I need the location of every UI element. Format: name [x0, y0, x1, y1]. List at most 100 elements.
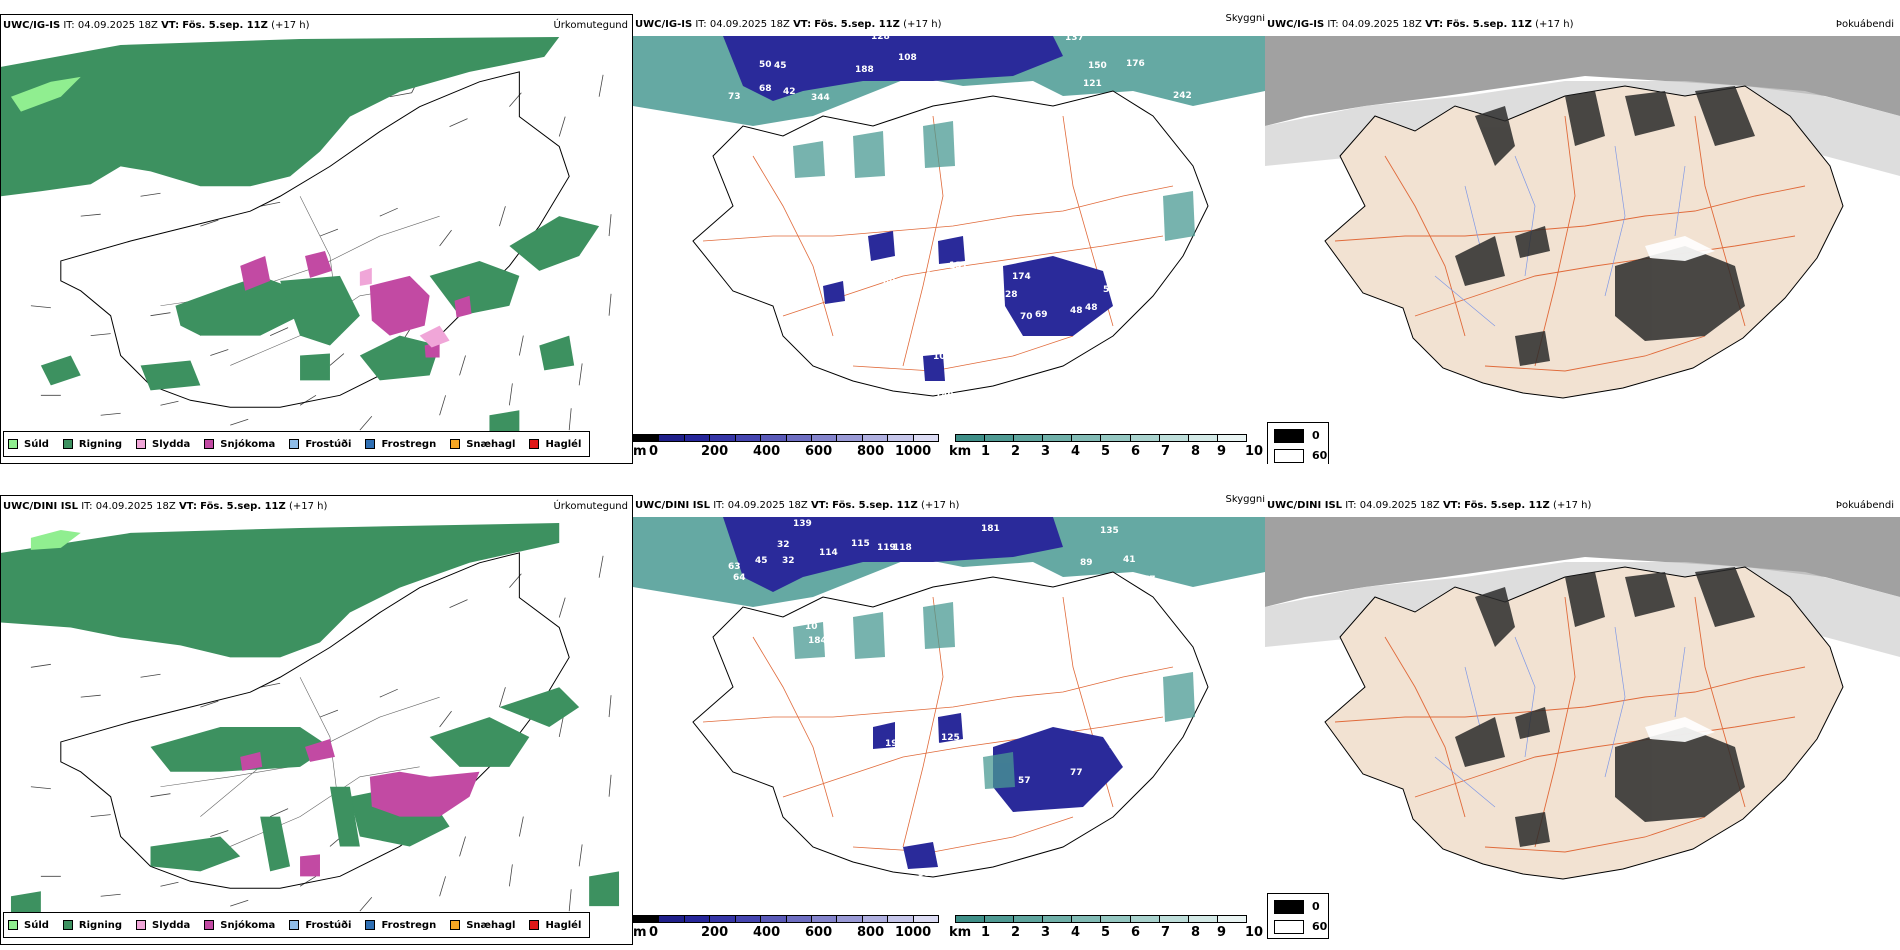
- vis-value: 70: [1020, 312, 1033, 322]
- height-colorbar: m 0 200 400 600 800 1000: [633, 915, 939, 945]
- sleet-patches: [359, 267, 450, 348]
- vis-value: 108: [933, 352, 952, 362]
- vis-value: 115: [851, 539, 870, 549]
- cloud-panel-row2: UWC/DINI ISL IT: 04.09.2025 18Z VT: Fös.…: [1265, 495, 1900, 945]
- vis-value: 32: [782, 556, 795, 566]
- fog-mountains: [1455, 567, 1755, 847]
- run-label: UWC/DINI ISL IT: 04.09.2025 18Z VT: Fös.…: [635, 500, 960, 511]
- legend-swatch: [289, 439, 300, 449]
- fog-patches-inland: [873, 713, 1123, 869]
- run-label: UWC/IG-IS IT: 04.09.2025 18Z VT: Fös. 5.…: [3, 20, 310, 31]
- legend-item-snow-grains: Snæhagl: [450, 439, 515, 450]
- drizzle-patch: [10, 76, 81, 112]
- vis-value: 32: [777, 540, 790, 550]
- legend-item-drizzle: Súld: [8, 439, 49, 450]
- precip-map: [1, 518, 632, 944]
- panel-header: UWC/IG-IS IT: 04.09.2025 18Z VT: Fös. 5.…: [633, 14, 1265, 36]
- vis-value: 184: [808, 636, 827, 646]
- visibility-map-svg: 128 108 137 50 45 188 150 176 68 42 344 …: [633, 36, 1265, 401]
- legend-item-snow-grains: Snæhagl: [450, 920, 515, 931]
- panel-header: UWC/IG-IS IT: 04.09.2025 18Z VT: Fös. 5.…: [1, 15, 632, 37]
- height-colorbar: m 0 200 400 600 800 1000: [633, 434, 939, 464]
- height-labels: 128 108 137 50 45 188 150 176 68 42 344 …: [728, 36, 1192, 401]
- legend-swatch: [529, 439, 540, 449]
- legend-swatch: [365, 439, 376, 449]
- legend-item-freezing-rain: Frostregn: [365, 920, 436, 931]
- rain-band-north: [1, 522, 560, 658]
- legend-swatch: [62, 439, 73, 449]
- vis-value: 344: [811, 93, 830, 103]
- legend-swatch: [529, 920, 540, 930]
- vis-value: 56: [809, 189, 822, 199]
- vis-value: 135: [1100, 526, 1119, 536]
- vis-value: 80: [883, 277, 896, 287]
- vis-fog-teal-patches: [793, 602, 1195, 789]
- precip-map-svg: [1, 522, 620, 922]
- vis-value: 48: [1070, 306, 1083, 316]
- colorbar-strip: [633, 915, 939, 923]
- vis-value: 119: [877, 543, 896, 553]
- vis-value: 42: [783, 87, 796, 97]
- roads: [702, 596, 1174, 853]
- vis-value: 89: [1080, 558, 1093, 568]
- cloud-map-svg: [1265, 517, 1900, 880]
- cloud-panel-row1: UWC/IG-IS IT: 04.09.2025 18Z VT: Fös. 5.…: [1265, 14, 1900, 464]
- panel-title: Þokuábendi: [1835, 500, 1894, 511]
- run-label: UWC/DINI ISL IT: 04.09.2025 18Z VT: Fös.…: [1267, 500, 1592, 511]
- fog-mountains: [1455, 86, 1755, 366]
- legend-item-freezing-drizzle: Frostúði: [289, 439, 351, 450]
- vis-value: 28: [1005, 290, 1018, 300]
- precip-panel-row1: UWC/IG-IS IT: 04.09.2025 18Z VT: Fös. 5.…: [0, 14, 633, 464]
- visibility-panel-row2: UWC/DINI ISL IT: 04.09.2025 18Z VT: Fös.…: [633, 495, 1265, 945]
- colorbar-ticks: m 0 200 400 600 800 1000: [633, 444, 932, 459]
- legend-swatch: [8, 920, 18, 930]
- colorbar-strip: [633, 434, 939, 442]
- legend-item-hail: Haglél: [529, 920, 581, 931]
- vis-value: 77: [1070, 768, 1083, 778]
- legend-item-snow: Snjókoma: [204, 920, 275, 931]
- precip-map: [1, 37, 632, 463]
- vis-value: 58: [1103, 285, 1116, 295]
- vis-value: 150: [1088, 61, 1107, 71]
- cloud-white-cap: [1645, 236, 1715, 261]
- colorbar-unit: km: [949, 444, 972, 459]
- legend-swatch: [136, 920, 147, 930]
- vis-value: 188: [855, 65, 874, 75]
- precip-panel-row2: UWC/DINI ISL IT: 04.09.2025 18Z VT: Fös.…: [0, 495, 633, 945]
- vis-value: 125: [941, 733, 960, 743]
- vis-value: 48: [1085, 303, 1098, 313]
- legend-swatch: [8, 439, 18, 449]
- rain-band-north: [1, 37, 560, 197]
- legend-item-rain: Rigning: [62, 920, 122, 931]
- precip-legend: Súld Rigning Slydda Snjókoma Frostúði Fr…: [3, 431, 591, 457]
- visibility-map: 128 108 137 50 45 188 150 176 68 42 344 …: [633, 36, 1265, 430]
- height-labels: 139 181 135 32 115 119 118 114 45 32 63 …: [728, 519, 1156, 879]
- fog-patches-inland: [823, 231, 1113, 381]
- panel-title: Þokuábendi: [1835, 19, 1894, 30]
- vis-value: 139: [793, 519, 812, 529]
- colorbar-unit: km: [949, 925, 972, 940]
- vis-value: 68: [893, 260, 906, 270]
- legend-item-drizzle: Súld: [8, 920, 49, 931]
- legend-item-sleet: Slydda: [136, 439, 190, 450]
- vis-value: 118: [893, 543, 912, 553]
- roads: [702, 115, 1174, 372]
- legend-swatch: [289, 920, 300, 930]
- legend-swatch: [136, 439, 147, 449]
- drizzle-patch: [30, 529, 81, 550]
- rivers: [1434, 626, 1686, 808]
- vis-value: 19: [885, 739, 898, 749]
- legend-item-hail: Haglél: [529, 439, 581, 450]
- colorbar-unit: m: [633, 925, 647, 940]
- vis-value: 56: [941, 864, 954, 874]
- legend-swatch: [450, 439, 461, 449]
- cloud-map-svg: [1265, 36, 1900, 399]
- vis-value: 53: [918, 869, 931, 879]
- vis-value: 45: [774, 61, 787, 71]
- vis-value: 149: [935, 391, 954, 401]
- rain-patches: [40, 216, 600, 436]
- panel-title: Skyggni: [1225, 14, 1265, 24]
- colorbar-strip: [955, 434, 1247, 442]
- legend-item-sleet: Slydda: [136, 920, 190, 931]
- legend-swatch-dark: [1274, 900, 1304, 914]
